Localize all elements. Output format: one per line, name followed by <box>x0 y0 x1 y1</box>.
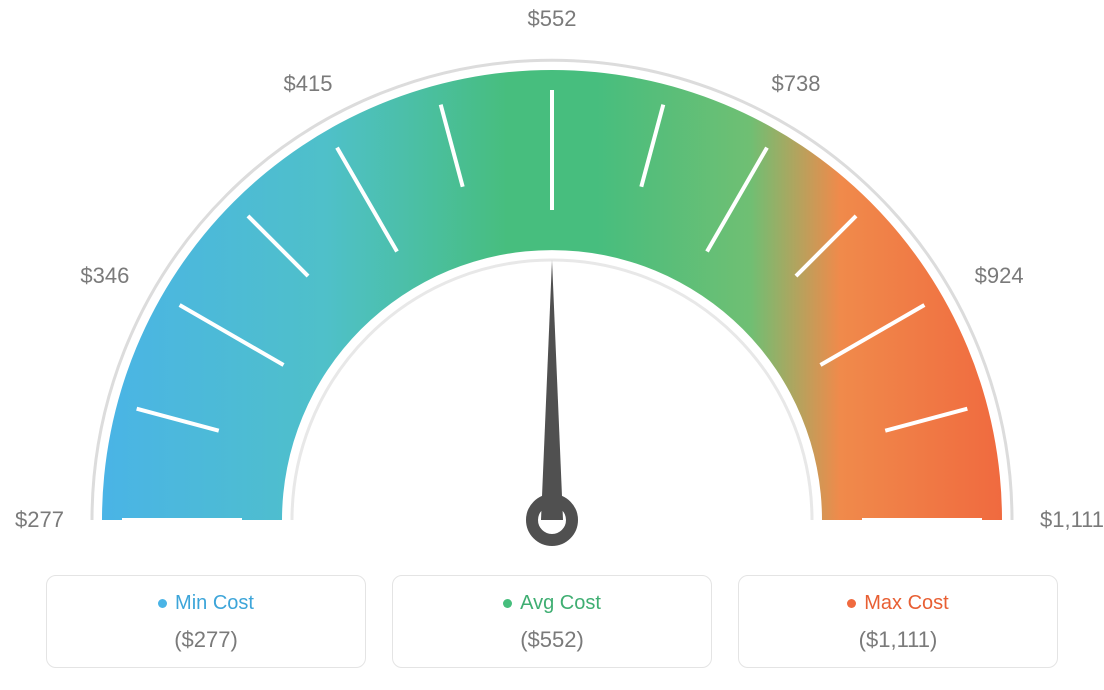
legend-dot-min <box>158 599 167 608</box>
legend-title-min: Min Cost <box>158 592 254 615</box>
legend-label-min: Min Cost <box>175 592 254 615</box>
legend-card-avg: Avg Cost ($552) <box>392 575 712 668</box>
gauge-svg <box>0 0 1104 560</box>
legend-row: Min Cost ($277) Avg Cost ($552) Max Cost… <box>0 575 1104 668</box>
gauge-needle <box>541 260 563 520</box>
legend-card-max: Max Cost ($1,111) <box>738 575 1058 668</box>
legend-title-avg: Avg Cost <box>503 592 601 615</box>
gauge-tick-label: $415 <box>284 71 333 97</box>
gauge-area: $277 $346 $415 $552 $738 $924 $1,111 <box>0 0 1104 560</box>
legend-label-avg: Avg Cost <box>520 592 601 615</box>
gauge-tick-label: $924 <box>975 263 1024 289</box>
legend-title-max: Max Cost <box>847 592 948 615</box>
gauge-tick-label: $277 <box>15 507 64 533</box>
legend-dot-avg <box>503 599 512 608</box>
legend-value-max: ($1,111) <box>749 627 1047 653</box>
gauge-tick-label: $346 <box>80 263 129 289</box>
gauge-tick-label: $552 <box>528 6 577 32</box>
legend-dot-max <box>847 599 856 608</box>
legend-label-max: Max Cost <box>864 592 948 615</box>
gauge-tick-label: $738 <box>772 71 821 97</box>
gauge-tick-label: $1,111 <box>1040 507 1104 533</box>
legend-card-min: Min Cost ($277) <box>46 575 366 668</box>
legend-value-avg: ($552) <box>403 627 701 653</box>
legend-value-min: ($277) <box>57 627 355 653</box>
cost-gauge-widget: $277 $346 $415 $552 $738 $924 $1,111 Min Cost … <box>0 0 1104 690</box>
